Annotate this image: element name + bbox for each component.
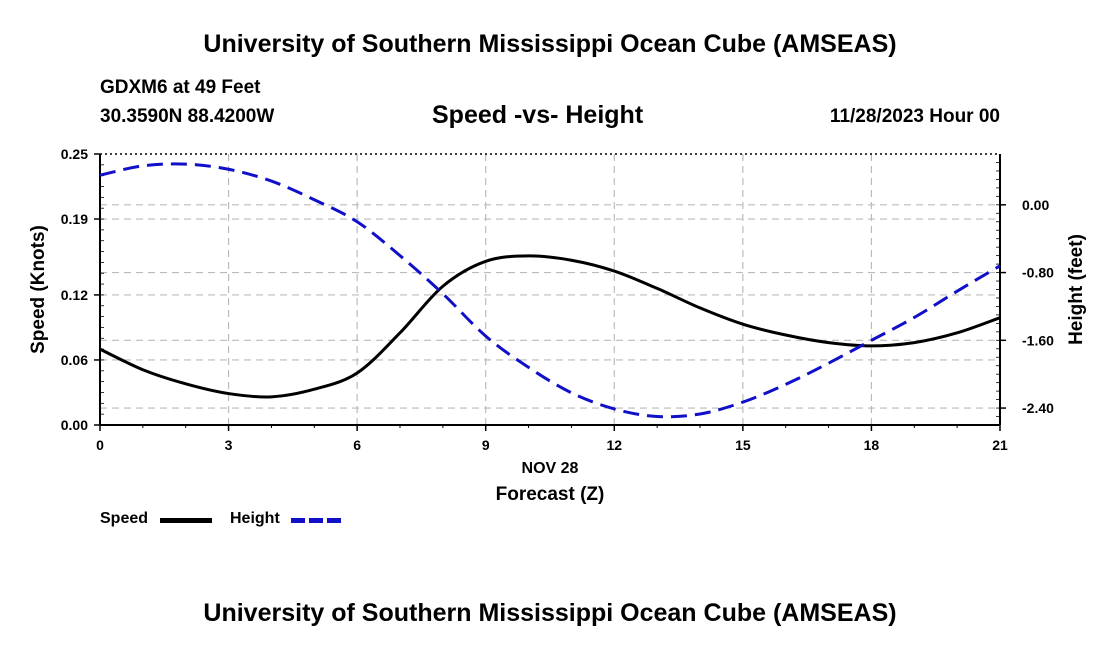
x-tick-label: 3 <box>225 437 233 453</box>
x-tick-label: 21 <box>992 437 1008 453</box>
y-left-axis-title: Speed (Knots) <box>28 225 49 354</box>
series-line-speed <box>99 254 1001 399</box>
y-right-tick-label: -1.60 <box>1022 332 1054 348</box>
chart-subtitle: Speed -vs- Height <box>432 101 644 129</box>
x-tick-label: 6 <box>353 437 361 453</box>
legend-height-label: Height <box>230 510 280 527</box>
x-axis-title: Forecast (Z) <box>496 484 605 505</box>
legend-speed-swatch <box>160 518 212 523</box>
x-date-label: NOV 28 <box>522 460 579 477</box>
date-hour-label: 11/28/2023 Hour 00 <box>829 106 1000 127</box>
y-left-tick-label: 0.06 <box>61 352 88 368</box>
x-tick-label: 12 <box>606 437 622 453</box>
y-left-tick-label: 0.12 <box>61 287 88 303</box>
coordinates-label: 30.3590N 88.4200W <box>100 106 275 127</box>
y-left-tick-label: 0.19 <box>61 211 88 227</box>
x-tick-label: 9 <box>482 437 490 453</box>
legend-height-swatch <box>291 518 343 523</box>
y-left-tick-label: 0.00 <box>61 417 88 433</box>
y-right-axis-title: Height (feet) <box>1066 234 1087 345</box>
footer-title: University of Southern Mississippi Ocean… <box>203 599 897 627</box>
chart-main-title: University of Southern Mississippi Ocean… <box>203 30 897 58</box>
x-tick-label: 0 <box>96 437 104 453</box>
x-tick-label: 18 <box>864 437 880 453</box>
y-left-tick-label: 0.25 <box>61 146 88 162</box>
y-right-tick-label: 0.00 <box>1022 197 1049 213</box>
y-right-tick-label: -2.40 <box>1022 400 1054 416</box>
series-line-height <box>99 162 1001 419</box>
x-tick-label: 15 <box>735 437 751 453</box>
station-label: GDXM6 at 49 Feet <box>100 77 261 98</box>
legend-speed-label: Speed <box>100 510 149 527</box>
y-right-tick-label: -0.80 <box>1022 265 1054 281</box>
